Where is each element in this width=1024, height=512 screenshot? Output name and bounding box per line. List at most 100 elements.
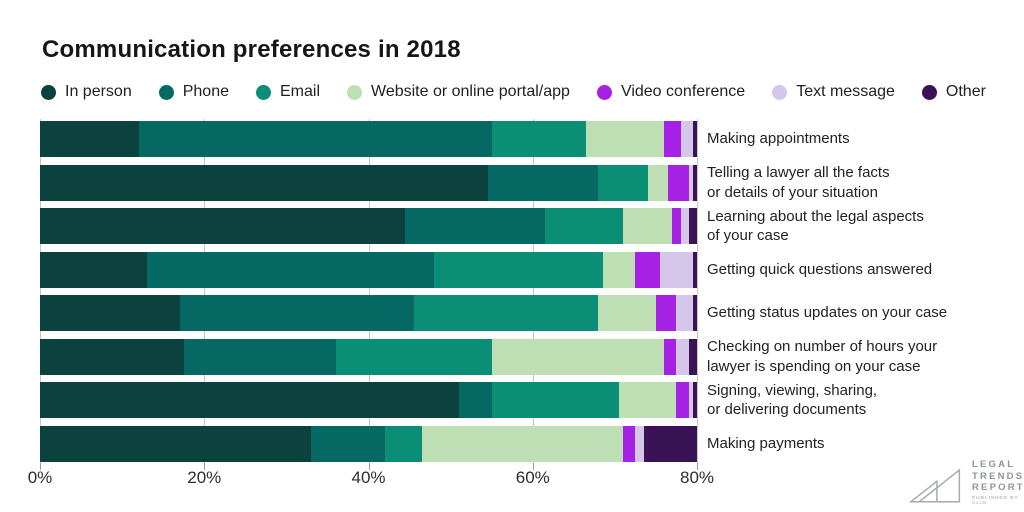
bar-segment-other <box>692 121 697 157</box>
stacked-bar <box>40 164 697 201</box>
bar-segment-website-or-online-portal-app <box>647 164 669 201</box>
bar-segment-email <box>413 295 599 331</box>
bar-segment-email <box>335 338 492 375</box>
bar-segment-video-conference <box>676 382 689 418</box>
bar-segment-video-conference <box>635 251 660 288</box>
bar-segment-website-or-online-portal-app <box>623 208 673 244</box>
category-label: Getting quick questions answered <box>707 260 933 278</box>
bar-segment-email <box>491 121 587 157</box>
bar-segment-phone <box>179 295 414 331</box>
legend-label: In person <box>65 83 132 100</box>
bar-segment-email <box>384 425 422 462</box>
legend-label: Video conference <box>620 83 746 100</box>
legend-label: Other <box>945 83 986 100</box>
legal-trends-report-logo: LEGAL TRENDS REPORT PUBLISHED BY CLIO <box>908 459 1024 506</box>
x-axis-tick-label: 0% <box>27 468 53 487</box>
x-axis-tick-label: 20% <box>187 468 222 487</box>
legend-swatch-icon <box>158 84 174 100</box>
logo-line-2: TRENDS <box>972 470 1024 482</box>
legend-item-other: Other <box>921 83 986 101</box>
bar-segment-other <box>643 425 697 462</box>
category-label: Telling a lawyer all the facts or details… <box>707 164 890 201</box>
bar-segment-text-message <box>680 121 693 157</box>
tick-mark <box>368 463 370 470</box>
bar-segment-other <box>692 382 697 418</box>
category-label: Signing, viewing, sharing, or delivering … <box>707 381 878 418</box>
triangle-logo-icon <box>908 464 964 506</box>
logo-line-3: REPORT <box>972 482 1024 494</box>
bar-segment-text-message <box>680 208 689 244</box>
legend-item-in-person: In person <box>41 83 132 101</box>
logo-line-1: LEGAL <box>972 459 1016 470</box>
legend-label: Text message <box>796 83 895 100</box>
category-label: Making payments <box>707 434 825 452</box>
stacked-bar <box>40 208 697 244</box>
legend-swatch-icon <box>41 84 56 100</box>
tick-mark <box>697 463 698 470</box>
bar-segment-phone <box>146 251 435 288</box>
bar-rows <box>40 121 697 463</box>
bar-segment-phone <box>311 425 385 462</box>
logo-text: LEGAL TRENDS REPORT PUBLISHED BY CLIO <box>972 459 1024 506</box>
tick-mark <box>204 463 206 470</box>
bar-segment-in-person <box>40 208 406 244</box>
bar-segment-website-or-online-portal-app <box>421 425 624 462</box>
bar-segment-video-conference <box>623 425 636 462</box>
x-axis-labels: 0% 20% 40% 60% 80% <box>28 468 714 490</box>
legend-swatch-icon <box>772 84 788 100</box>
bar-segment-email <box>545 208 624 244</box>
bar-segment-email <box>491 382 619 418</box>
bar-segment-in-person <box>40 338 184 375</box>
bar-segment-text-message <box>660 251 693 288</box>
chart-title: Communication preferences in 2018 <box>42 36 461 63</box>
stacked-bar <box>40 251 697 288</box>
bar-segment-phone <box>458 382 492 418</box>
bar-segment-in-person <box>40 295 180 331</box>
legend-swatch-icon <box>921 84 937 100</box>
legend-item-text-message: Text message <box>772 83 895 101</box>
gridline <box>40 119 41 463</box>
logo-tagline: PUBLISHED BY CLIO <box>972 495 1019 506</box>
stacked-bar <box>40 425 697 462</box>
category-label: Checking on number of hours your lawyer i… <box>707 338 938 375</box>
bar-segment-in-person <box>40 251 147 288</box>
category-label: Making appointments <box>707 130 850 148</box>
bar-segment-website-or-online-portal-app <box>598 295 656 331</box>
x-axis-tick-label: 40% <box>351 468 386 487</box>
bar-segment-video-conference <box>664 121 681 157</box>
bar-segment-text-message <box>676 295 693 331</box>
bar-segment-video-conference <box>664 338 677 375</box>
category-label: Getting status updates on your case <box>707 304 948 322</box>
bar-segment-video-conference <box>672 208 681 244</box>
bar-segment-other <box>688 208 697 244</box>
bar-segment-email <box>598 164 648 201</box>
bar-segment-text-message <box>676 338 689 375</box>
gridline <box>532 119 534 463</box>
bar-segment-email <box>434 251 603 288</box>
legend-label: Email <box>279 83 320 100</box>
bar-segment-website-or-online-portal-app <box>491 338 665 375</box>
legend-label: Website or online portal/app <box>371 83 570 100</box>
gridline <box>204 119 206 463</box>
category-labels: Making appointments Telling a lawyer all … <box>707 121 1017 469</box>
bar-segment-in-person <box>40 121 139 157</box>
bar-segment-in-person <box>40 382 459 418</box>
legend-swatch-icon <box>255 84 271 100</box>
legend-swatch-icon <box>596 84 612 100</box>
gridline <box>697 119 698 463</box>
bar-segment-website-or-online-portal-app <box>586 121 665 157</box>
legend-item-website-or-online-portal-app: Website or online portal/app <box>347 83 570 101</box>
gridline <box>368 119 370 463</box>
bar-segment-website-or-online-portal-app <box>618 382 677 418</box>
bar-segment-website-or-online-portal-app <box>602 251 636 288</box>
bar-segment-in-person <box>40 164 488 201</box>
category-label: Learning about the legal aspects of your … <box>707 207 924 244</box>
tick-mark <box>40 463 41 470</box>
stacked-bar <box>40 295 697 331</box>
bar-segment-other <box>688 338 697 375</box>
bar-segment-phone <box>487 164 599 201</box>
stacked-bar <box>40 338 697 375</box>
bar-segment-text-message <box>688 382 693 418</box>
legend-swatch-icon <box>347 84 362 100</box>
